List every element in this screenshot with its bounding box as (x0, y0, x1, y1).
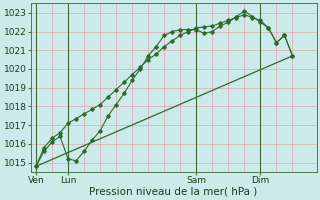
X-axis label: Pression niveau de la mer( hPa ): Pression niveau de la mer( hPa ) (90, 187, 258, 197)
